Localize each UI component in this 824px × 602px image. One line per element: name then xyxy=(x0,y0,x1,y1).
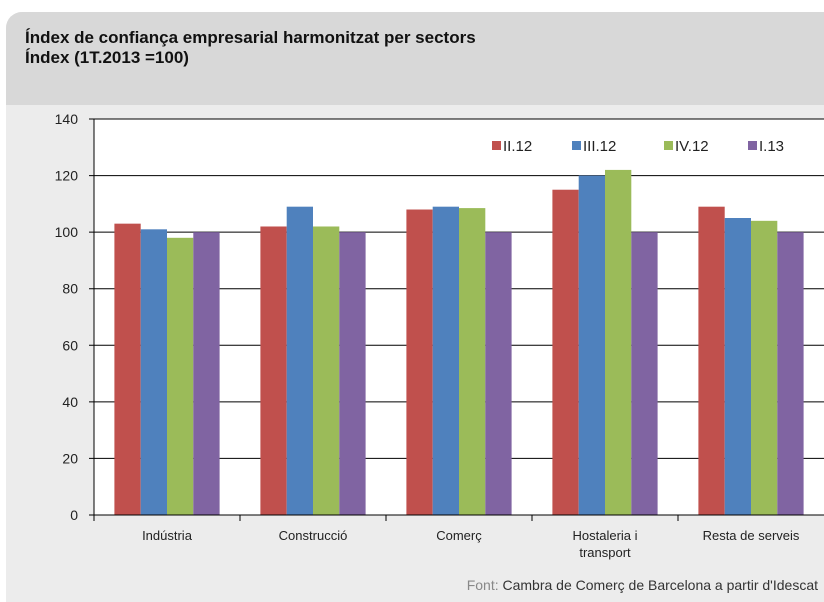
bar-II-12-3 xyxy=(406,209,433,515)
y-tick-label: 140 xyxy=(55,111,79,127)
source-text: Cambra de Comerç de Barcelona a partir d… xyxy=(498,577,818,593)
source-note: Font: Cambra de Comerç de Barcelona a pa… xyxy=(467,577,818,593)
bar-I-13-4 xyxy=(631,232,658,515)
y-tick-label: 120 xyxy=(55,168,79,184)
bar-IV-12-2 xyxy=(313,226,340,515)
x-tick-label: Construcció xyxy=(279,528,348,543)
bar-III-12-2 xyxy=(286,206,313,515)
bar-I-13-3 xyxy=(485,232,512,515)
x-tick-label: Indústria xyxy=(142,528,193,543)
bar-II-12-1 xyxy=(114,223,141,515)
bar-IV-12-4 xyxy=(605,169,632,515)
legend-swatch xyxy=(748,141,757,150)
bar-III-12-5 xyxy=(724,218,751,515)
y-tick-label: 20 xyxy=(62,450,78,466)
legend-swatch xyxy=(572,141,581,150)
x-tick-label: transport xyxy=(579,545,631,560)
legend-label: III.12 xyxy=(583,138,616,155)
bar-IV-12-1 xyxy=(167,237,194,516)
legend-label: I.13 xyxy=(759,138,784,155)
y-tick-label: 40 xyxy=(62,394,78,410)
x-tick-label: Hostaleria i xyxy=(572,528,637,543)
y-tick-label: 0 xyxy=(70,507,78,523)
bar-III-12-3 xyxy=(432,206,459,515)
bar-I-13-2 xyxy=(339,232,366,515)
chart-subtitle: Índex (1T.2013 =100) xyxy=(25,48,189,67)
bar-II-12-2 xyxy=(260,226,287,515)
bar-III-12-4 xyxy=(578,175,605,516)
legend-label: II.12 xyxy=(503,138,532,155)
bar-I-13-5 xyxy=(777,232,804,515)
chart-title: Índex de confiança empresarial harmonitz… xyxy=(25,28,476,47)
bar-II-12-4 xyxy=(552,189,579,515)
source-label: Font: xyxy=(466,577,499,593)
y-tick-label: 100 xyxy=(55,224,79,240)
bar-IV-12-3 xyxy=(459,208,486,515)
y-tick-label: 80 xyxy=(62,281,78,297)
legend-swatch xyxy=(492,141,501,150)
bar-IV-12-5 xyxy=(751,220,778,516)
bar-I-13-1 xyxy=(193,232,220,515)
x-tick-label: Comerç xyxy=(436,528,482,543)
x-tick-label: Resta de serveis xyxy=(703,528,800,543)
chart-header: Índex de confiança empresarial harmonitz… xyxy=(6,12,824,105)
y-tick-label: 60 xyxy=(62,337,78,353)
legend-swatch xyxy=(664,141,673,150)
bar-II-12-5 xyxy=(698,206,725,515)
legend-label: IV.12 xyxy=(675,138,709,155)
bar-III-12-1 xyxy=(140,229,167,516)
